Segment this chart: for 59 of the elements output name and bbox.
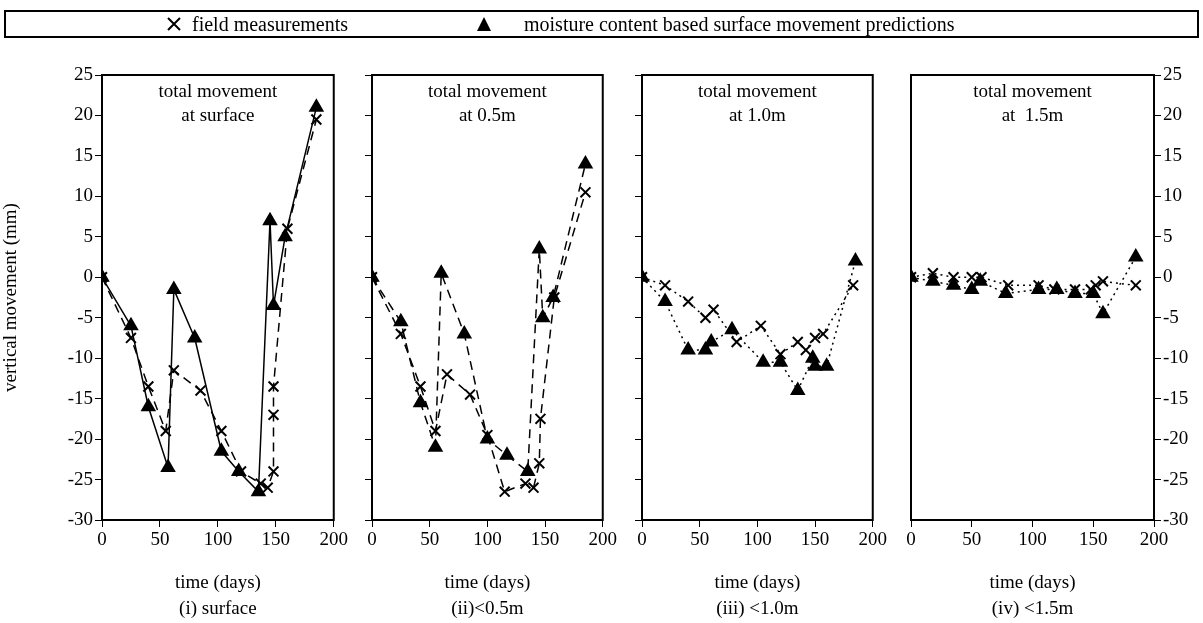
x-tick-label: 0 — [906, 528, 916, 550]
x-axis-title: time (days) — [444, 571, 531, 594]
y-axis-title: vertical movement (mm) — [0, 203, 22, 392]
y2-tick-label: -15 — [1162, 386, 1189, 408]
text: (i) surface — [179, 597, 257, 620]
x-tick-label: 100 — [203, 528, 233, 550]
x-tick-label: 200 — [858, 528, 887, 550]
x-axis-title: time (days) — [989, 571, 1076, 594]
y2-tick-label: 5 — [1162, 224, 1173, 246]
x-tick-label: 50 — [962, 528, 982, 550]
y-tick-label: -15 — [67, 386, 93, 408]
legend-label: field measurements — [192, 12, 349, 36]
y2-tick-label: -5 — [1162, 305, 1179, 327]
y-tick-label: 20 — [74, 103, 93, 125]
y-tick-label: -5 — [77, 305, 93, 327]
y-tick-label: -20 — [67, 427, 93, 449]
y-tick-label: 5 — [83, 224, 93, 246]
y2-tick-label: -20 — [1162, 427, 1189, 449]
y2-tick-label: -30 — [1162, 507, 1189, 529]
x-tick-label: 100 — [742, 528, 772, 550]
x-tick-label: 50 — [150, 528, 170, 550]
text: total movement at 1.0m — [697, 80, 818, 126]
x-tick-label: 150 — [531, 528, 560, 550]
y-tick-label: -30 — [67, 507, 93, 529]
x-tick-label: 150 — [261, 528, 291, 550]
x-tick-label: 200 — [1139, 528, 1169, 550]
x-axis-title: time (days) — [713, 571, 800, 594]
y-tick-label: -25 — [67, 467, 93, 489]
y2-tick-label: 25 — [1162, 62, 1182, 84]
y-tick-label: 0 — [83, 265, 93, 287]
x-tick-label: 100 — [473, 528, 502, 550]
text: (ii)<0.5m — [451, 597, 525, 620]
y-tick-label: 10 — [74, 184, 93, 206]
x-tick-label: 0 — [636, 528, 647, 550]
y-tick-label: 15 — [74, 143, 93, 165]
x-tick-label: 50 — [689, 528, 709, 550]
x-tick-label: 0 — [97, 528, 107, 550]
x-tick-label: 0 — [367, 528, 378, 550]
legend-label: moisture content based surface movement predictions — [524, 12, 955, 36]
y-tick-label: 25 — [74, 62, 93, 84]
text: (iii) <1.0m — [715, 597, 799, 620]
y2-tick-label: 0 — [1162, 265, 1173, 287]
y2-tick-label: 10 — [1162, 184, 1182, 206]
text: total movement at 0.5m — [428, 80, 548, 126]
text: total movement at 1.5m — [973, 80, 1093, 126]
y2-tick-label: 20 — [1162, 103, 1182, 125]
x-tick-label: 150 — [800, 528, 829, 550]
y2-tick-label: 15 — [1162, 143, 1182, 165]
text: total movement at surface — [158, 80, 278, 126]
y2-tick-label: -25 — [1162, 467, 1189, 489]
y2-tick-label: -10 — [1162, 346, 1189, 368]
x-tick-label: 50 — [420, 528, 440, 550]
y-tick-label: -10 — [67, 346, 93, 368]
x-axis-title: time (days) — [174, 571, 261, 594]
x-tick-label: 200 — [319, 528, 348, 550]
text: (iv) <1.5m — [991, 597, 1074, 620]
x-tick-label: 150 — [1078, 528, 1108, 550]
x-tick-label: 100 — [1018, 528, 1047, 550]
x-tick-label: 200 — [588, 528, 618, 550]
